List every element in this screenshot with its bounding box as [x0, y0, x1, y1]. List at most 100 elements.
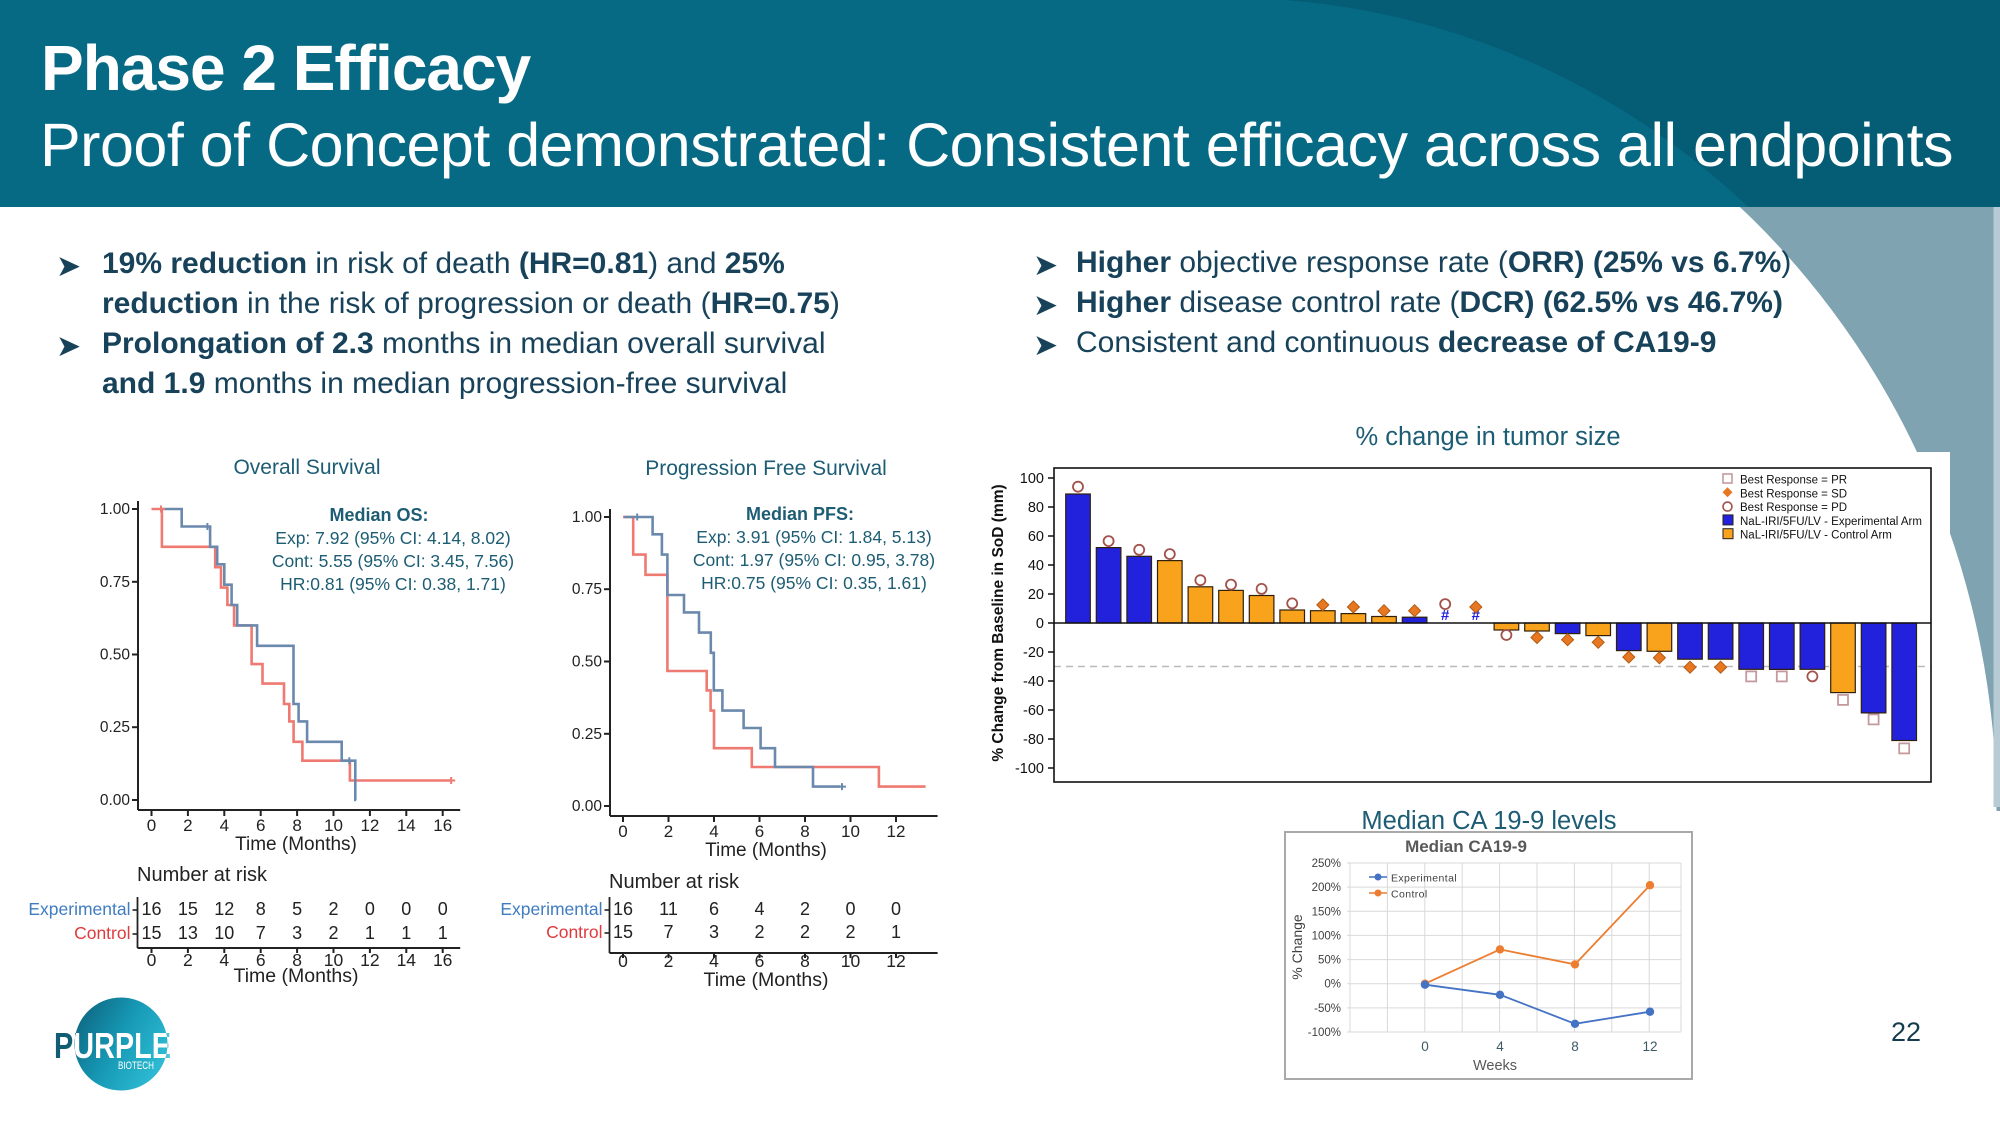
svg-text:0.75: 0.75 [100, 574, 130, 591]
svg-text:Best Response = PD: Best Response = PD [1740, 502, 1847, 514]
svg-text:Cont: 5.55 (95% CI: 3.45, 7.5: Cont: 5.55 (95% CI: 3.45, 7.56) [272, 551, 514, 571]
svg-text:Exp: 7.92 (95% CI: 4.14, 8.02: Exp: 7.92 (95% CI: 4.14, 8.02) [275, 528, 510, 548]
svg-text:% Change: % Change [1289, 914, 1305, 980]
svg-text:2: 2 [664, 951, 674, 971]
svg-text:40: 40 [1028, 558, 1044, 574]
svg-text:16: 16 [433, 950, 452, 970]
svg-text:0: 0 [147, 816, 156, 835]
svg-text:4: 4 [709, 822, 718, 841]
svg-text:12: 12 [214, 899, 234, 919]
svg-text:Cont: 1.97 (95% CI: 0.95, 3.78: Cont: 1.97 (95% CI: 0.95, 3.78) [693, 550, 935, 570]
svg-text:2: 2 [800, 922, 810, 942]
svg-text:Progression Free Survival: Progression Free Survival [645, 457, 887, 480]
svg-text:Time (Months): Time (Months) [234, 965, 359, 987]
svg-text:100%: 100% [1312, 930, 1341, 942]
svg-text:7: 7 [663, 922, 673, 942]
svg-text:0%: 0% [1324, 979, 1341, 991]
svg-text:16: 16 [141, 899, 161, 919]
svg-text:-100: -100 [1015, 761, 1044, 777]
svg-text:15: 15 [141, 923, 161, 943]
svg-text:4: 4 [1496, 1039, 1504, 1054]
svg-text:0: 0 [401, 899, 411, 919]
svg-text:1: 1 [891, 922, 901, 942]
svg-text:0: 0 [891, 899, 901, 919]
svg-text:0: 0 [365, 899, 375, 919]
svg-text:Experimental: Experimental [1391, 873, 1457, 885]
svg-text:BIOTECH: BIOTECH [118, 1060, 154, 1072]
svg-text:2: 2 [183, 950, 193, 970]
svg-text:10: 10 [841, 822, 860, 841]
svg-text:0: 0 [438, 899, 448, 919]
svg-text:Exp: 3.91 (95% CI: 1.84, 5.13): Exp: 3.91 (95% CI: 1.84, 5.13) [696, 527, 931, 547]
svg-text:12: 12 [886, 951, 905, 971]
svg-text:PURPLE: PURPLE [54, 1025, 171, 1066]
svg-text:NaL-IRI/5FU/LV - Control Arm: NaL-IRI/5FU/LV - Control Arm [1740, 530, 1892, 542]
svg-text:1.00: 1.00 [100, 501, 131, 518]
svg-text:20: 20 [1028, 587, 1044, 603]
svg-text:2: 2 [664, 822, 673, 841]
svg-text:15: 15 [613, 922, 633, 942]
svg-text:Median OS:: Median OS: [329, 505, 428, 525]
svg-text:0.75: 0.75 [572, 581, 602, 598]
svg-text:14: 14 [397, 816, 416, 835]
svg-text:1: 1 [365, 923, 375, 943]
svg-text:NaL-IRI/5FU/LV - Experimental: NaL-IRI/5FU/LV - Experimental Arm [1740, 516, 1922, 528]
svg-text:150%: 150% [1312, 906, 1341, 918]
svg-text:11: 11 [659, 899, 678, 919]
svg-text:8: 8 [1571, 1039, 1579, 1054]
svg-text:80: 80 [1028, 500, 1044, 516]
svg-text:6: 6 [755, 822, 764, 841]
svg-text:Experimental: Experimental [500, 899, 602, 919]
svg-text:Number at risk: Number at risk [609, 871, 740, 893]
svg-text:14: 14 [397, 950, 417, 970]
svg-text:2: 2 [754, 922, 764, 942]
svg-text:8: 8 [256, 899, 266, 919]
svg-text:Time (Months): Time (Months) [704, 969, 829, 991]
svg-text:7: 7 [256, 923, 266, 943]
svg-text:HR:0.75 (95% CI: 0.35, 1.61): HR:0.75 (95% CI: 0.35, 1.61) [701, 573, 927, 593]
svg-text:HR:0.81 (95% CI: 0.38, 1.71): HR:0.81 (95% CI: 0.38, 1.71) [280, 574, 506, 594]
svg-text:6: 6 [709, 899, 719, 919]
svg-text:2: 2 [328, 923, 338, 943]
svg-text:8: 8 [292, 816, 301, 835]
svg-text:8: 8 [800, 822, 809, 841]
svg-text:16: 16 [613, 899, 633, 919]
svg-text:4: 4 [220, 816, 229, 835]
svg-text:#: # [1441, 607, 1450, 624]
svg-text:0: 0 [1421, 1039, 1429, 1054]
svg-text:0.00: 0.00 [572, 798, 603, 815]
svg-text:0: 0 [1036, 616, 1044, 632]
svg-text:Control: Control [546, 922, 602, 942]
svg-text:60: 60 [1028, 529, 1044, 545]
svg-text:1.00: 1.00 [572, 509, 603, 526]
svg-text:12: 12 [360, 816, 379, 835]
svg-text:Time (Months): Time (Months) [235, 834, 357, 855]
svg-text:5: 5 [292, 899, 302, 919]
svg-text:6: 6 [256, 950, 266, 970]
svg-text:1: 1 [438, 923, 448, 943]
svg-text:-50%: -50% [1314, 1003, 1341, 1015]
svg-text:Median PFS:: Median PFS: [746, 504, 854, 524]
svg-text:Control: Control [74, 923, 130, 943]
svg-text:0.25: 0.25 [572, 726, 602, 743]
svg-text:Median CA19-9: Median CA19-9 [1405, 837, 1527, 856]
svg-text:50%: 50% [1318, 955, 1341, 967]
svg-text:Best Response = SD: Best Response = SD [1740, 488, 1847, 500]
svg-text:2: 2 [845, 922, 855, 942]
svg-text:0.50: 0.50 [100, 647, 131, 664]
svg-text:#: # [1472, 607, 1481, 624]
svg-text:Experimental: Experimental [28, 899, 130, 919]
svg-text:0: 0 [845, 899, 855, 919]
svg-text:0.50: 0.50 [572, 654, 603, 671]
svg-text:4: 4 [709, 951, 719, 971]
svg-text:-40: -40 [1023, 674, 1044, 690]
svg-text:4: 4 [219, 950, 229, 970]
svg-text:-60: -60 [1023, 703, 1044, 719]
svg-text:Number at risk: Number at risk [137, 864, 268, 886]
svg-text:13: 13 [178, 923, 198, 943]
svg-text:Best Response = PR: Best Response = PR [1740, 475, 1847, 487]
svg-text:-80: -80 [1023, 732, 1044, 748]
svg-text:0.25: 0.25 [100, 719, 130, 736]
svg-text:15: 15 [178, 899, 198, 919]
svg-text:6: 6 [256, 816, 265, 835]
